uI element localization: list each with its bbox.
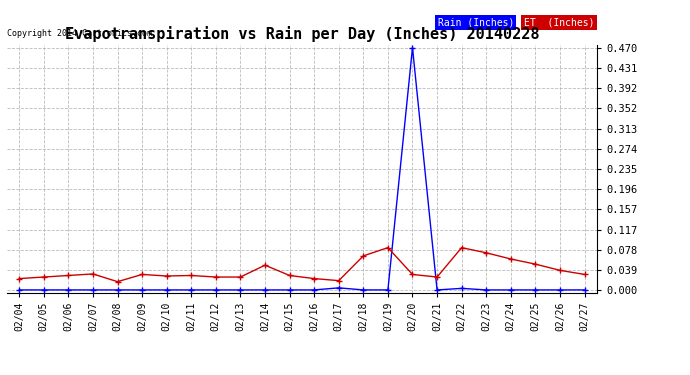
- Text: ET  (Inches): ET (Inches): [524, 18, 594, 28]
- Text: Rain (Inches): Rain (Inches): [437, 18, 514, 28]
- Title: Evapotranspiration vs Rain per Day (Inches) 20140228: Evapotranspiration vs Rain per Day (Inch…: [65, 27, 539, 42]
- Text: Copyright 2014 Cartronics.com: Copyright 2014 Cartronics.com: [7, 28, 152, 38]
